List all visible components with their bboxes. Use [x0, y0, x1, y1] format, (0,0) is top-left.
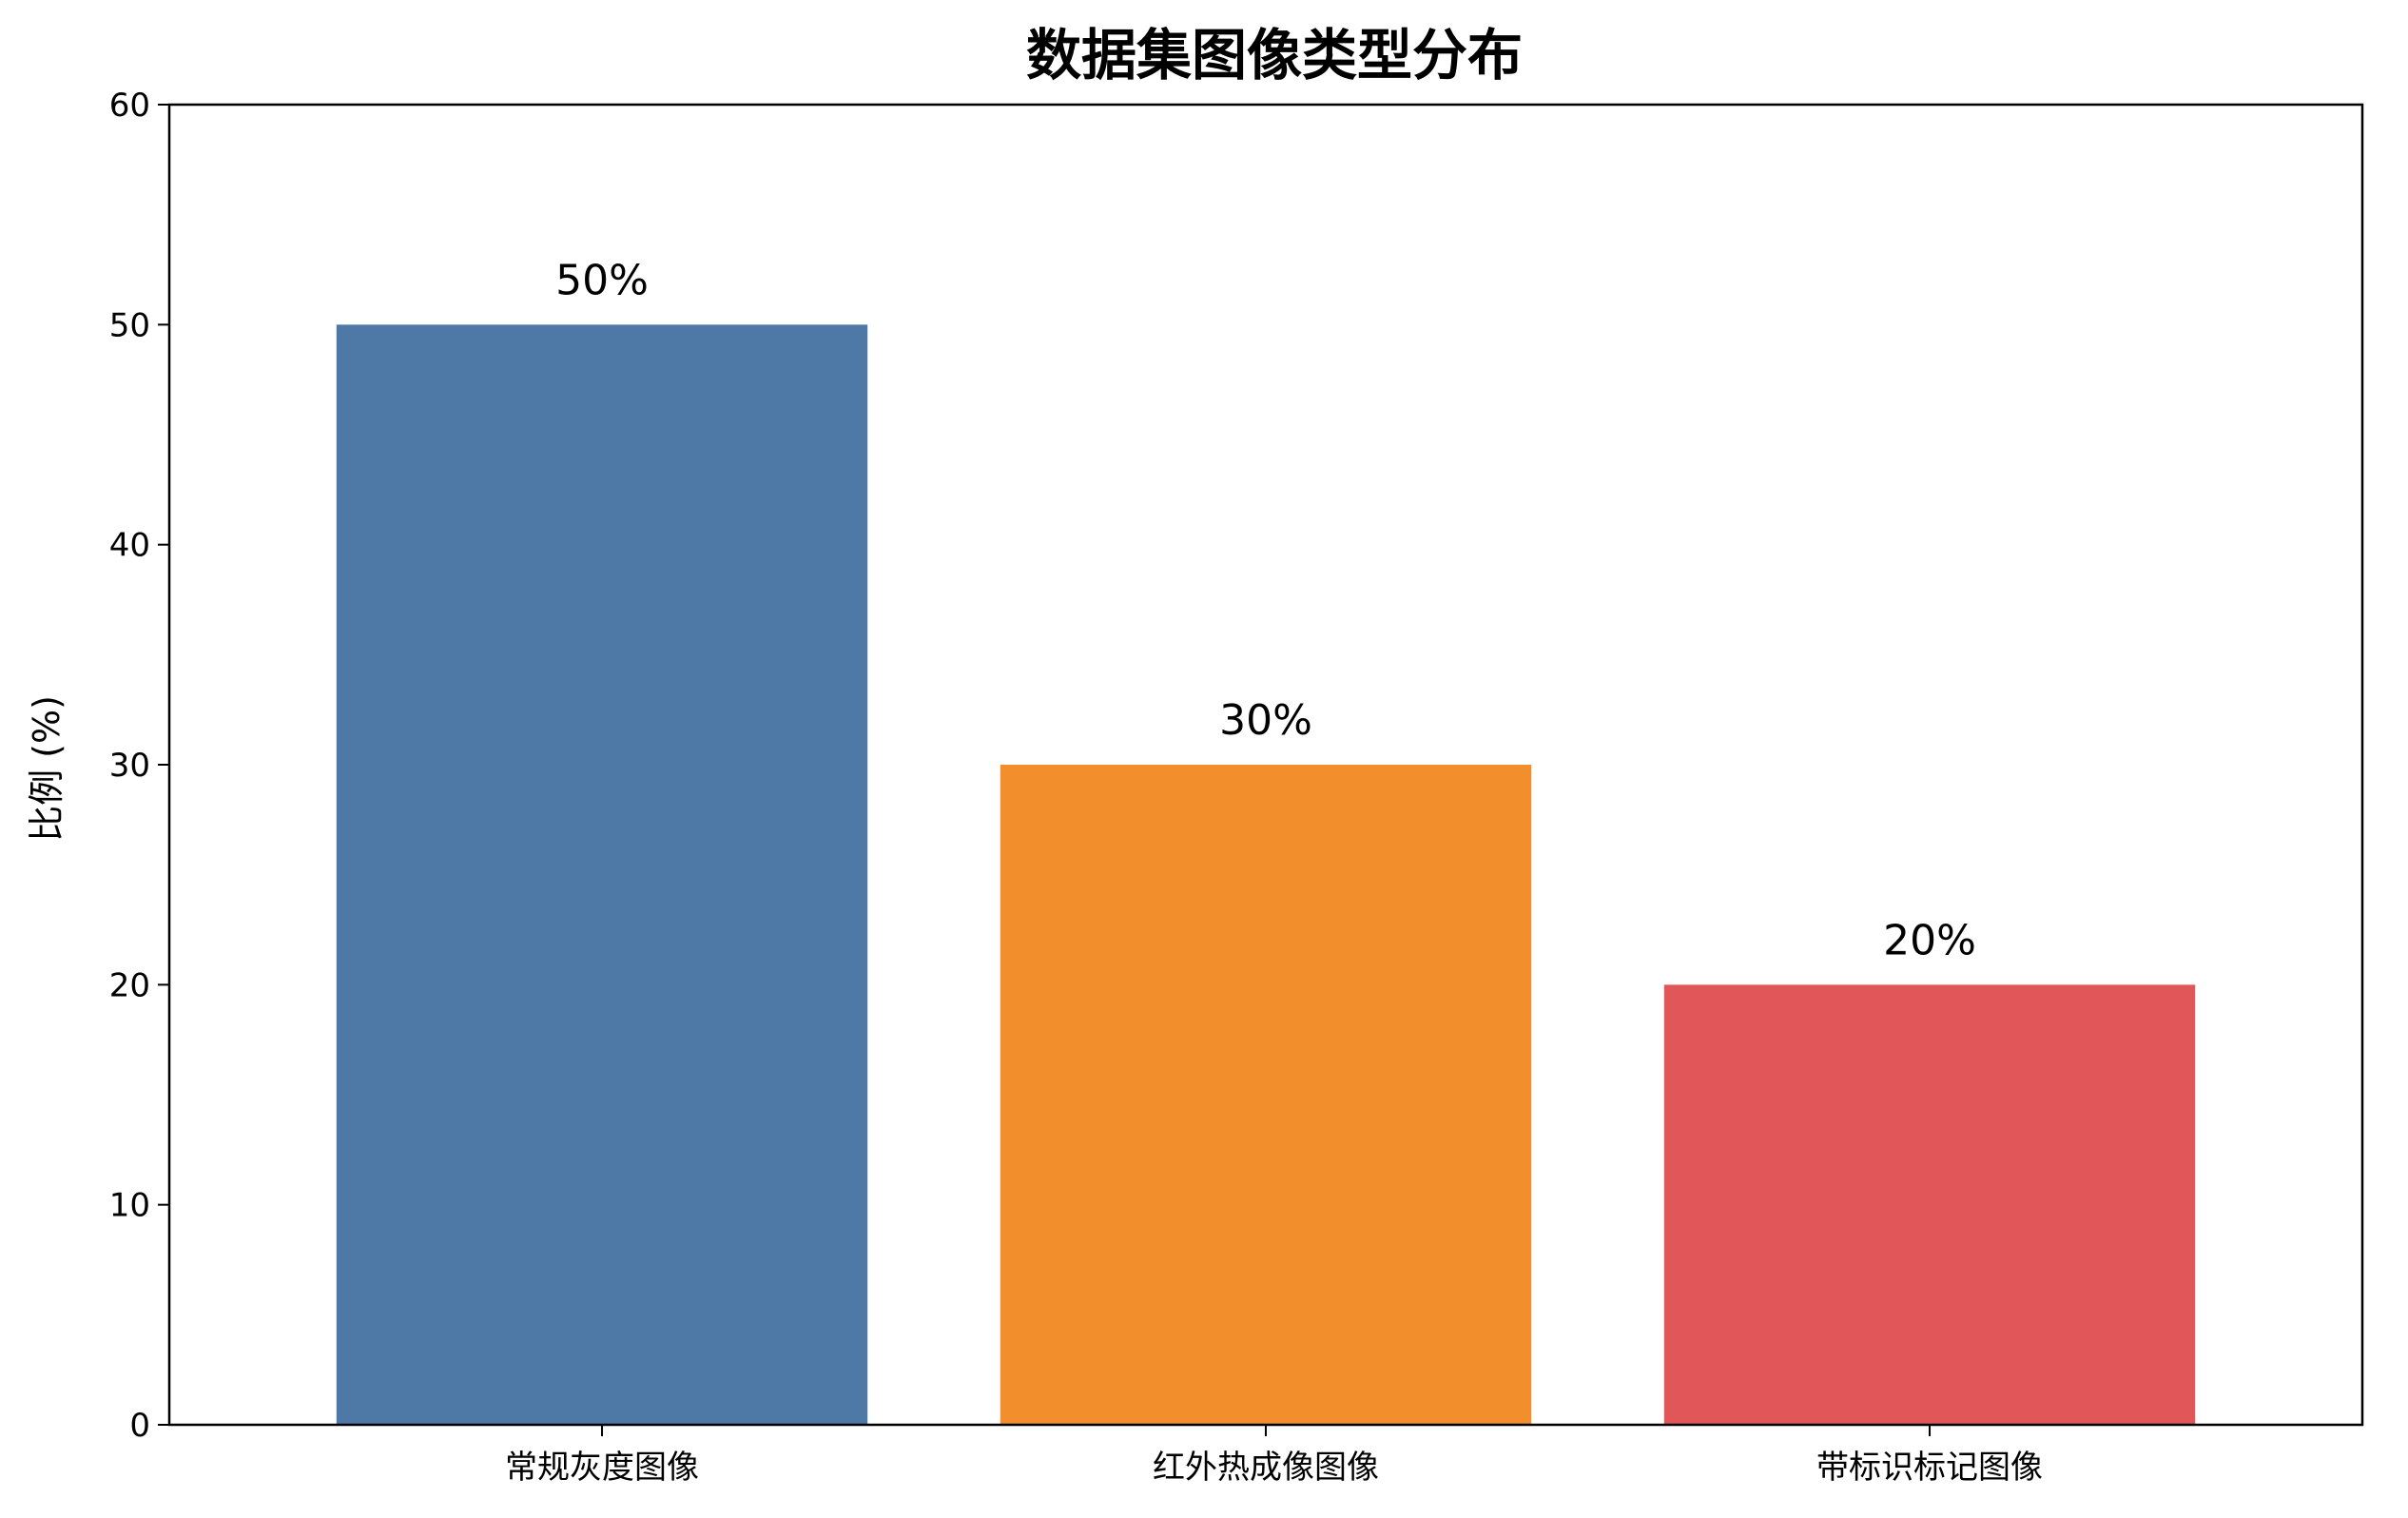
bar [336, 324, 868, 1425]
x-tick-label: 红外热成像图像 [1153, 1449, 1379, 1487]
bar [1663, 984, 2196, 1425]
y-tick-label: 60 [109, 87, 150, 125]
y-tick-label: 10 [109, 1187, 150, 1225]
data-label: 20% [1883, 916, 1976, 964]
y-tick-label: 0 [129, 1407, 150, 1445]
y-tick-label: 40 [109, 527, 150, 565]
x-tick-label: 带标识标记图像 [1816, 1449, 2043, 1487]
chart-title: 数据集图像类型分布 [1026, 23, 1523, 88]
y-tick-label: 50 [109, 306, 150, 344]
y-axis-label: 比例 (%) [26, 695, 68, 842]
bar [1000, 765, 1532, 1425]
x-axis: 常规灰度图像 红外热成像图像 带标识标记图像 [505, 1425, 2043, 1487]
data-labels: 50% 30% 20% [555, 256, 1976, 964]
data-label: 50% [555, 256, 649, 304]
y-tick-label: 20 [109, 966, 150, 1004]
bars [336, 324, 2196, 1425]
plot-frame [167, 103, 2364, 1427]
x-tick-label: 常规灰度图像 [505, 1449, 699, 1487]
y-axis: 0 10 20 30 40 50 60 [109, 87, 169, 1445]
data-label: 30% [1219, 696, 1312, 745]
y-tick-label: 30 [109, 747, 150, 785]
